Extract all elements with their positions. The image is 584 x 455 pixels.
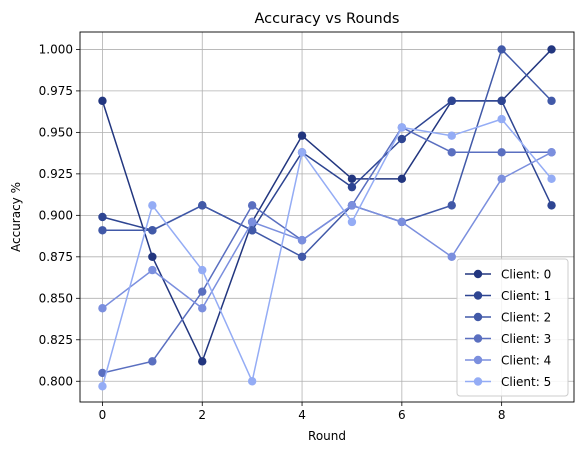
y-tick-label: 0.875 [39,250,73,264]
data-point [297,131,307,140]
data-point [397,134,407,144]
data-point [148,357,157,366]
data-point [198,287,207,296]
data-point [547,201,556,210]
data-point [447,148,456,157]
series-layer [98,45,556,391]
data-point [447,131,456,140]
x-tick-label: 4 [298,408,306,422]
y-tick-label: 0.800 [39,374,73,388]
data-point [347,182,357,192]
legend-item: Client: 0 [465,268,551,282]
legend-marker [473,377,483,386]
data-point [547,45,556,54]
legend-marker [473,312,483,322]
x-tick-label: 2 [198,408,206,422]
legend-item: Client: 4 [465,354,551,368]
legend-label: Client: 0 [501,268,551,282]
y-tick-label: 0.975 [39,84,73,98]
data-point [547,174,556,184]
data-point [148,252,157,262]
data-point [497,45,506,54]
legend-label: Client: 5 [501,375,551,389]
legend-item: Client: 3 [465,332,551,346]
data-point [397,217,407,227]
series-line [102,100,553,232]
y-tick-label: 0.850 [39,291,73,305]
series-line [102,48,553,258]
x-tick-label: 6 [398,408,406,422]
y-tick-label: 0.925 [39,167,73,181]
data-point [98,212,107,222]
data-point [98,226,107,235]
x-axis-label: Round [308,429,346,443]
legend-item: Client: 1 [465,289,551,303]
data-point [497,174,506,184]
legend-item: Client: 5 [465,375,551,389]
legend: Client: 0 Client: 1 Client: 2 Client: 3 Clie… [456,258,569,397]
data-point [198,304,207,313]
y-tick-label: 0.950 [39,125,73,139]
data-point [447,252,456,262]
y-axis-label: Accuracy % [9,182,23,252]
data-point [347,201,357,210]
series-line [101,151,552,310]
data-point [247,226,257,235]
data-point [297,236,307,245]
data-point [347,174,357,184]
x-tick-label: 8 [498,408,506,422]
data-point [148,226,157,235]
series-2 [98,45,556,262]
legend-label: Client: 2 [501,311,551,325]
data-point [198,265,207,275]
data-point [148,201,157,210]
data-point [447,201,456,210]
data-point [497,96,506,106]
legend-label: Client: 4 [501,354,551,368]
chart-title: Accuracy vs Rounds [255,11,400,27]
y-tick-label: 0.900 [39,208,73,222]
data-point [347,217,357,227]
data-point [98,304,107,313]
data-point [547,96,556,106]
y-tick-label: 0.825 [39,333,73,347]
legend-box [456,258,569,397]
data-point [247,217,257,227]
series-line [101,118,553,387]
data-point [148,265,157,275]
series-5 [98,114,556,391]
data-point [497,148,506,157]
x-axis-ticks: 0 2 4 6 8 [99,402,506,422]
data-point [247,377,257,386]
data-point [297,252,307,262]
legend-item: Client: 2 [465,311,551,325]
legend-marker [473,334,483,343]
data-point [547,148,556,157]
data-point [198,357,207,366]
data-point [497,114,506,124]
data-point [98,96,107,106]
data-point [397,123,407,132]
data-point [297,148,307,157]
legend-marker [473,291,483,300]
legend-marker [473,355,483,365]
y-tick-label: 1.000 [39,42,73,56]
y-axis-ticks: 0.800 0.825 0.850 0.875 0.900 0.925 0.950 0.975… [39,42,80,388]
x-tick-label: 0 [99,408,107,422]
data-point [397,174,407,184]
series-1 [98,96,556,235]
plot-frame [79,31,575,403]
legend-marker [473,269,483,279]
data-point [447,96,456,106]
data-point [198,201,207,210]
data-point [98,382,107,391]
legend-label: Client: 1 [501,289,551,303]
series-4 [98,148,556,313]
data-point [98,368,107,378]
grid [80,32,574,402]
legend-label: Client: 3 [501,332,551,346]
data-point [247,201,257,210]
